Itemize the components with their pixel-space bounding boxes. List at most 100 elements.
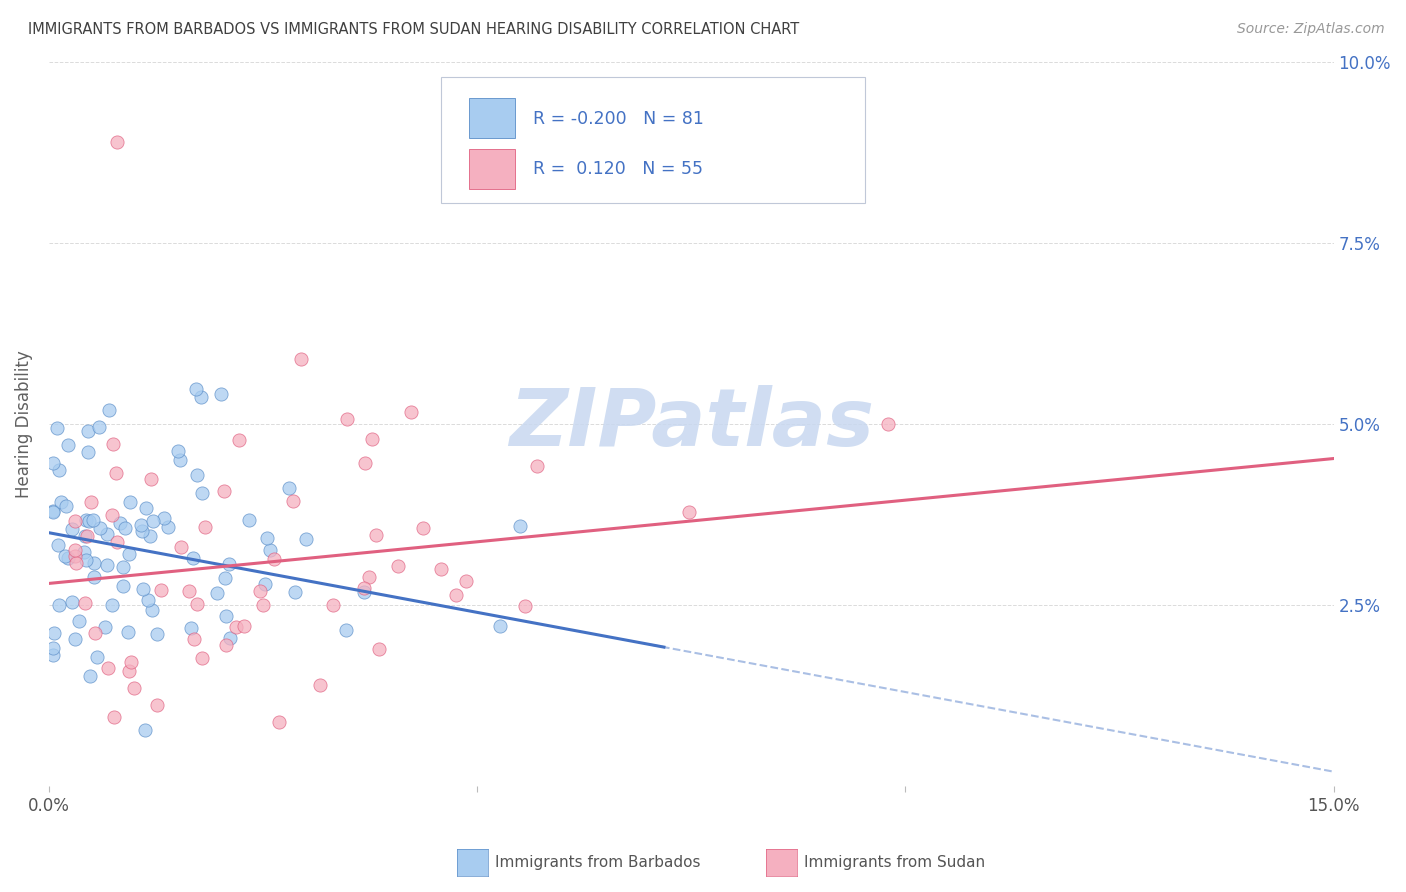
Point [93, 620, 115, 634]
Point [190, 390, 212, 404]
Point [429, 561, 451, 575]
Point [76, 529, 98, 543]
Point [55, 499, 77, 513]
Point [134, 723, 156, 738]
Point [48, 598, 70, 612]
Point [214, 638, 236, 652]
Point [129, 517, 152, 532]
Point [256, 531, 278, 545]
Point [254, 576, 277, 591]
Point [114, 521, 136, 535]
Text: IMMIGRANTS FROM BARBADOS VS IMMIGRANTS FROM SUDAN HEARING DISABILITY CORRELATION: IMMIGRANTS FROM BARBADOS VS IMMIGRANTS F… [28, 22, 800, 37]
Point [60, 522, 83, 536]
Point [76, 445, 98, 459]
Point [354, 456, 377, 470]
Point [294, 532, 316, 546]
Point [77, 425, 100, 439]
Text: R =  0.120   N = 55: R = 0.120 N = 55 [533, 161, 703, 178]
Point [191, 650, 214, 665]
Point [105, 534, 128, 549]
Text: Source: ZipAtlas.com: Source: ZipAtlas.com [1237, 22, 1385, 37]
FancyBboxPatch shape [470, 98, 516, 138]
Point [42, 625, 65, 640]
Point [368, 641, 391, 656]
Point [183, 551, 205, 566]
Point [150, 582, 173, 597]
Point [136, 593, 159, 607]
Point [186, 597, 208, 611]
Point [73, 529, 96, 543]
Point [170, 541, 193, 555]
Point [84, 626, 107, 640]
Point [209, 387, 232, 401]
Point [65, 556, 87, 570]
Point [284, 585, 307, 599]
Point [214, 571, 236, 585]
Point [228, 434, 250, 448]
Point [444, 588, 467, 602]
Point [132, 582, 155, 596]
Point [46, 420, 69, 434]
Point [42, 504, 65, 518]
Point [103, 710, 125, 724]
Point [184, 382, 207, 396]
Point [82, 513, 104, 527]
Point [353, 584, 375, 599]
FancyBboxPatch shape [470, 149, 516, 189]
Point [79, 514, 101, 528]
Point [146, 626, 169, 640]
Point [186, 468, 208, 483]
Point [75, 596, 97, 610]
Point [215, 608, 238, 623]
Point [387, 558, 409, 573]
Point [412, 521, 434, 535]
Point [252, 598, 274, 612]
Y-axis label: Hearing Disability: Hearing Disability [15, 351, 32, 498]
Point [322, 598, 344, 612]
Point [139, 472, 162, 486]
Point [117, 625, 139, 640]
Point [51, 495, 73, 509]
Point [218, 558, 240, 572]
Point [259, 543, 281, 558]
Point [489, 619, 512, 633]
Point [281, 494, 304, 508]
Point [153, 510, 176, 524]
Point [169, 453, 191, 467]
Point [139, 529, 162, 543]
Point [63, 632, 86, 647]
Text: Immigrants from Sudan: Immigrants from Sudan [804, 855, 986, 870]
Point [101, 508, 124, 522]
Point [877, 417, 900, 431]
Point [194, 520, 217, 534]
Point [135, 500, 157, 515]
Point [107, 135, 129, 149]
Point [48, 538, 70, 552]
Point [75, 553, 97, 567]
Point [179, 584, 201, 599]
FancyBboxPatch shape [441, 77, 865, 203]
Point [456, 574, 478, 588]
Point [156, 519, 179, 533]
Point [249, 583, 271, 598]
Point [233, 618, 256, 632]
Point [101, 437, 124, 451]
Point [63, 549, 86, 563]
Point [190, 486, 212, 500]
Point [63, 543, 86, 558]
Point [75, 513, 97, 527]
Point [263, 552, 285, 566]
Point [357, 570, 380, 584]
Point [73, 544, 96, 558]
Point [96, 558, 118, 572]
Point [118, 547, 141, 561]
Point [141, 603, 163, 617]
Point [142, 514, 165, 528]
Point [267, 714, 290, 729]
Point [219, 631, 242, 645]
Point [79, 669, 101, 683]
Point [361, 432, 384, 446]
Point [89, 521, 111, 535]
Point [290, 351, 312, 366]
Point [53, 549, 76, 564]
